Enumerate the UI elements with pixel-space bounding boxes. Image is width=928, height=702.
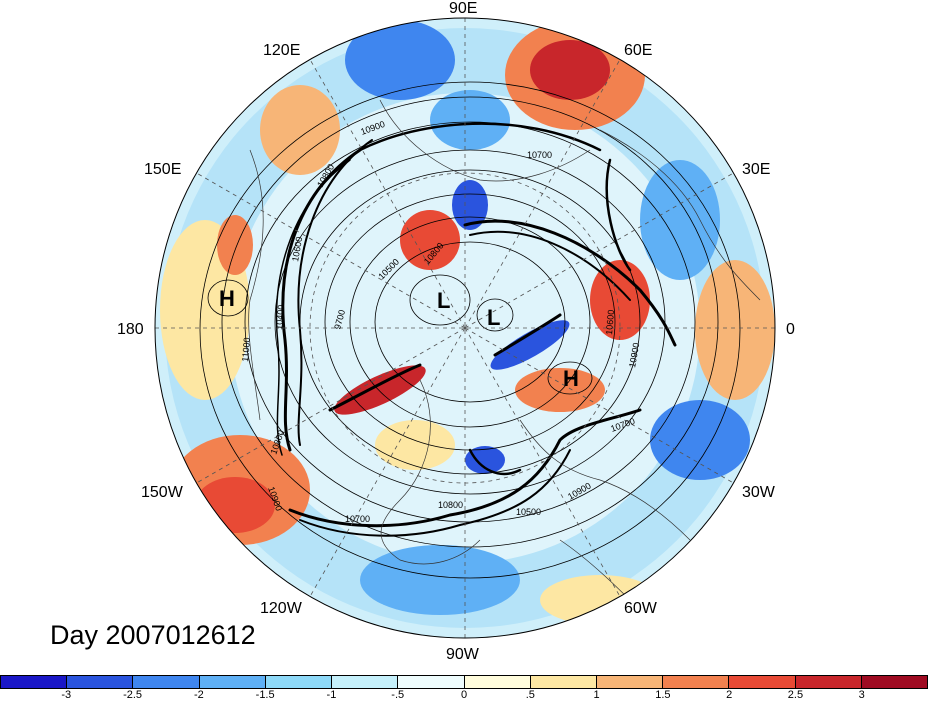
graticule (155, 18, 775, 638)
colorbar-tick-label: -.5 (391, 689, 405, 701)
colorbar-tick-label: -1 (326, 689, 337, 701)
colorbar-tick-label: .5 (525, 689, 535, 701)
lon-label-30w: 30W (742, 484, 776, 501)
contour-label: 10800 (438, 500, 463, 510)
contour-label: 10500 (516, 507, 541, 517)
colorbar-tick-label: 1 (593, 689, 600, 701)
colorbar-tick-label: 2 (726, 689, 733, 701)
contour-label: 10400 (274, 304, 286, 330)
lon-label-60e: 60E (624, 42, 652, 59)
contour-label: 10700 (527, 150, 552, 160)
lon-label-30e: 30E (742, 161, 770, 178)
coastlines (248, 99, 761, 611)
date-label: Day 2007012612 (50, 620, 256, 650)
colorbar-ticks: -3 -2.5 -2 -1.5 -1 -.5 0 .5 1 1.5 2 2.5 3 (0, 689, 928, 702)
lon-label-180: 180 (117, 321, 144, 338)
lon-label-120w: 120W (260, 600, 303, 617)
colorbar-tick-label: 3 (858, 689, 865, 701)
high-pressure-marker: H (563, 366, 579, 391)
colorbar-swatch (265, 676, 333, 688)
colorbar-tick-label: -2 (193, 689, 204, 701)
contour-label: 10700 (345, 514, 370, 524)
lon-label-120e: 120E (263, 42, 300, 59)
colorbar-swatch (729, 676, 796, 688)
colorbar (0, 675, 928, 689)
colorbar-swatch (398, 676, 465, 688)
colorbar-tick-label: 1.5 (655, 689, 671, 701)
colorbar-tick-label: -3 (61, 689, 72, 701)
colorbar-swatch (596, 676, 664, 688)
colorbar-tick-label: -2.5 (123, 689, 143, 701)
high-pressure-marker: H (219, 286, 235, 311)
colorbar-swatch (133, 676, 200, 688)
colorbar-swatch (663, 676, 730, 688)
contour-label: 10600 (604, 309, 616, 335)
colorbar-swatch (861, 676, 928, 688)
low-pressure-marker: L (437, 288, 450, 313)
contour-label: 10900 (627, 342, 641, 368)
lon-label-90w: 90W (446, 646, 480, 663)
map-boundary (154, 17, 776, 639)
low-pressure-marker: L (487, 305, 500, 330)
lon-label-60w: 60W (624, 600, 658, 617)
colorbar-swatch (1, 676, 68, 688)
pressure-centers: H L L H (219, 286, 579, 391)
colorbar-swatch (530, 676, 597, 688)
lon-label-0: 0 (786, 321, 795, 338)
colorbar-swatch (67, 676, 134, 688)
colorbar-swatch (795, 676, 862, 688)
colorbar-tick-label: 2.5 (787, 689, 804, 701)
longitude-labels: 90E 60E 30E 0 30W 60W 90W 120W 150W 180 … (117, 0, 795, 663)
colorbar-swatch (464, 676, 531, 688)
lon-label-150e: 150E (144, 161, 181, 178)
contour-label: 10600 (290, 236, 304, 262)
jet-stream (275, 122, 677, 537)
colorbar-swatch (332, 676, 399, 688)
colorbar-tick-label: -1.5 (255, 689, 275, 701)
colorbar-tick-label: 0 (460, 689, 468, 701)
lon-label-90e: 90E (449, 0, 477, 17)
contour-label: 11000 (240, 337, 252, 362)
colorbar-swatch (199, 676, 266, 688)
lon-label-150w: 150W (141, 484, 184, 501)
